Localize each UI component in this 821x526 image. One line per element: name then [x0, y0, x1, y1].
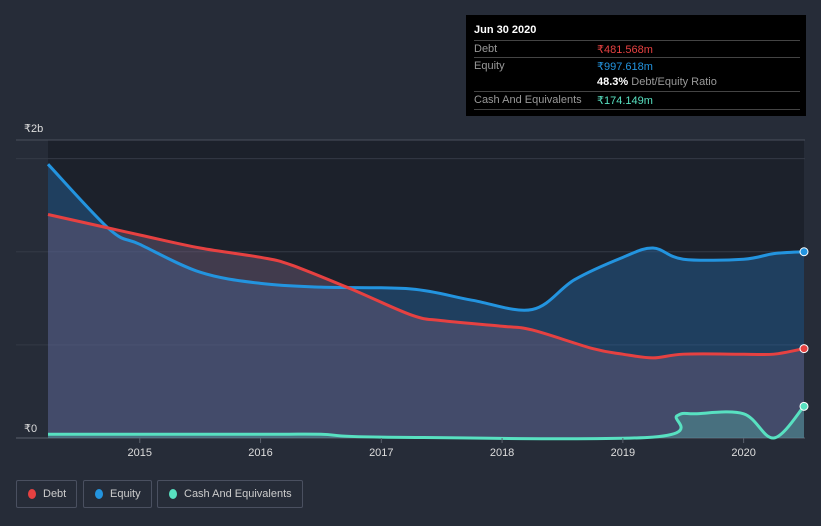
legend-label: Equity	[110, 488, 141, 500]
tooltip-debt-row: Debt ₹481.568m	[474, 40, 800, 58]
debt-value: ₹481.568m	[597, 44, 653, 56]
equity-line	[46, 163, 805, 312]
legend-label: Cash And Equivalents	[184, 488, 292, 500]
x-tick-label: 2020	[731, 447, 755, 459]
tooltip-date: Jun 30 2020	[474, 24, 537, 36]
debt-area	[48, 214, 804, 438]
debt-label: Debt	[474, 43, 498, 55]
cash-and-equivalents-end-point	[799, 401, 809, 411]
tooltip: Jun 30 2020 Debt ₹481.568m Equity ₹997.618…	[466, 15, 806, 116]
x-tick-label: 2018	[490, 447, 514, 459]
equity-label: Equity	[474, 60, 505, 72]
equity-end-point	[799, 247, 809, 257]
legend-equity[interactable]: Equity	[83, 480, 152, 508]
x-tick-label: 2016	[248, 447, 272, 459]
legend-label: Debt	[43, 488, 67, 500]
cash-label: Cash And Equivalents	[474, 94, 582, 106]
y-label-top: ₹2b	[24, 123, 43, 135]
debt-dot-icon	[28, 489, 36, 499]
tooltip-equity-row: Equity ₹997.618m 48.3% Debt/Equity Ratio	[474, 57, 800, 92]
equity-dot-icon	[95, 489, 103, 499]
equity-value: ₹997.618m	[597, 61, 653, 73]
ratio-label: Debt/Equity Ratio	[631, 76, 717, 88]
equity-area	[48, 164, 804, 438]
tooltip-cash-row: Cash And Equivalents ₹174.149m	[474, 91, 800, 110]
debt-end-point	[799, 344, 809, 354]
debt-line	[47, 213, 805, 360]
cash-dot-icon	[169, 489, 177, 499]
cash-and-equivalents-line	[48, 405, 806, 441]
x-tick-label: 2019	[611, 447, 635, 459]
x-tick-label: 2017	[369, 447, 393, 459]
legend-debt[interactable]: Debt	[16, 480, 78, 508]
y-label-bottom: ₹0	[24, 423, 37, 435]
plot-background	[48, 140, 804, 438]
cash-value: ₹174.149m	[597, 95, 653, 107]
ratio-value: 48.3%	[597, 76, 629, 88]
legend-cash[interactable]: Cash And Equivalents	[157, 480, 303, 508]
x-tick-label: 2015	[128, 447, 152, 459]
